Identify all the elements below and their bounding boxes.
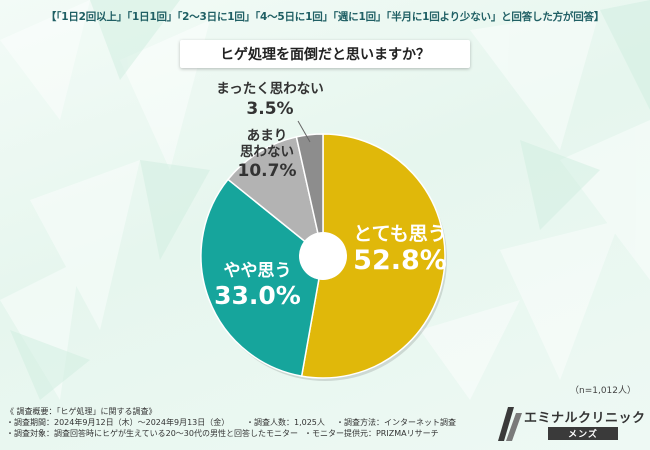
clinic-logo: エミナルクリニック メンズ bbox=[498, 405, 646, 445]
question-title: ヒゲ処理を面倒だと思いますか？ bbox=[220, 47, 430, 63]
slice-label-2-name: やや思う bbox=[223, 261, 292, 281]
slice-label-1-value: 52.8% bbox=[353, 244, 447, 276]
logo-name: エミナルクリニック bbox=[524, 411, 646, 426]
note-method: ・調査方法：インターネット調査 bbox=[336, 418, 456, 427]
slice-label-1-name: とても思う bbox=[353, 223, 447, 245]
logo-mark-icon bbox=[498, 407, 522, 441]
note-provider: ・モニター提供元：PRIZMAリサーチ bbox=[303, 429, 439, 438]
slice-label-4: まったく思わない 3.5% bbox=[200, 81, 340, 119]
note-people: ・調査人数：1,025人 bbox=[246, 418, 325, 427]
note-target: ・調査対象：調査回答時にヒゲが生えている20〜30代の男性と回答したモニター bbox=[6, 429, 298, 438]
slice-label-2: やや思う 33.0% bbox=[205, 261, 310, 310]
slice-label-3-name-line-1: あまり bbox=[246, 128, 288, 144]
survey-notes: 《 調査概要：「ヒゲ処理」に関する調査》 ・調査期間：2024年9月12日（木）… bbox=[6, 406, 486, 439]
logo-subtitle: メンズ bbox=[548, 427, 618, 440]
pie-slice-2 bbox=[200, 178, 324, 377]
sample-size: （n=1,012人） bbox=[569, 386, 636, 396]
slice-label-4-name: まったく思わない bbox=[216, 81, 324, 97]
slice-label-3-value: 10.7% bbox=[237, 161, 297, 182]
note-overview: 《 調査概要：「ヒゲ処理」に関する調査》 bbox=[6, 407, 157, 416]
question-box: ヒゲ処理を面倒だと思いますか？ bbox=[180, 40, 470, 68]
slice-label-1: とても思う 52.8% bbox=[345, 223, 455, 276]
pie-slice-1 bbox=[300, 133, 446, 379]
pie-center-hole bbox=[299, 232, 347, 280]
pie-slice-3 bbox=[226, 136, 325, 258]
slice-label-4-value: 3.5% bbox=[246, 98, 294, 119]
slice-label-3: あまり 思わない 10.7% bbox=[222, 128, 312, 182]
note-period: ・調査期間：2024年9月12日（木）〜2024年9月13日（金） bbox=[6, 418, 230, 427]
slice-label-2-value: 33.0% bbox=[214, 280, 301, 310]
pie-slice-4 bbox=[295, 133, 324, 257]
slice-label-3-name-line-2: 思わない bbox=[240, 143, 294, 160]
respondent-criteria: 【「1日2回以上」「1日1回」「2〜3日に1回」「4〜5日に1回」「週に1回」「… bbox=[45, 11, 605, 23]
leader-line bbox=[297, 120, 311, 143]
